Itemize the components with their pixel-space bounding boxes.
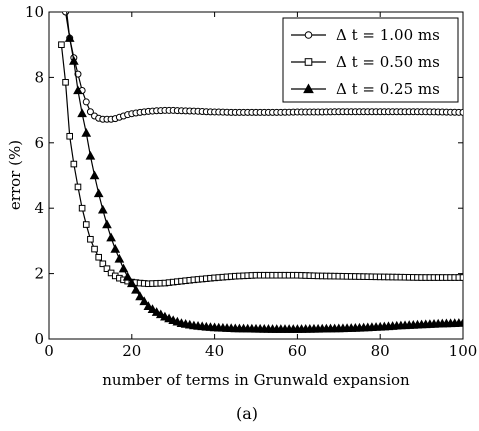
x-tick-label: 60 bbox=[288, 342, 307, 360]
series-marker-circle bbox=[82, 98, 90, 106]
axis-ticks: 0 20 40 60 80 100 0 2 4 6 8 10 bbox=[25, 3, 477, 360]
series-marker-triangle bbox=[147, 304, 158, 313]
series-marker-triangle bbox=[458, 317, 463, 327]
series-layer bbox=[58, 0, 463, 333]
legend-label: Δ t = 0.50 ms bbox=[336, 53, 440, 71]
legend-label: Δ t = 1.00 ms bbox=[336, 26, 440, 44]
series-marker-square bbox=[66, 132, 74, 140]
y-tick-label: 0 bbox=[34, 330, 44, 348]
x-tick-label: 80 bbox=[371, 342, 390, 360]
series-marker-square bbox=[82, 221, 90, 228]
x-axis-label: number of terms in Grunwald expansion bbox=[102, 371, 410, 389]
series-marker-square bbox=[304, 58, 313, 66]
x-tick-label: 0 bbox=[44, 342, 54, 360]
series-marker-square bbox=[87, 235, 94, 243]
figure-caption: (a) bbox=[236, 404, 258, 423]
series-marker-triangle bbox=[77, 108, 87, 118]
series-marker-square bbox=[99, 260, 107, 268]
series-marker-circle bbox=[459, 108, 463, 116]
series-marker-square bbox=[74, 183, 82, 191]
series-marker-triangle bbox=[89, 170, 100, 180]
series-marker-triangle bbox=[131, 284, 141, 294]
series-marker-triangle bbox=[64, 33, 75, 42]
series-marker-triangle bbox=[68, 56, 79, 65]
series-marker-triangle bbox=[102, 219, 112, 229]
series-marker-triangle bbox=[118, 263, 129, 273]
series-marker-triangle bbox=[126, 278, 137, 288]
series-marker-square bbox=[91, 245, 98, 253]
y-tick-label: 2 bbox=[34, 265, 44, 283]
series-marker-triangle bbox=[114, 253, 125, 263]
series-marker-triangle bbox=[143, 301, 154, 310]
series-marker-triangle bbox=[93, 188, 104, 198]
plot-frame bbox=[48, 11, 464, 340]
series-marker-square bbox=[70, 160, 78, 168]
y-tick-label: 6 bbox=[34, 134, 44, 152]
series-marker-circle bbox=[62, 12, 70, 16]
series-marker-triangle bbox=[85, 150, 96, 160]
series-marker-triangle bbox=[62, 0, 70, 5]
series-marker-square bbox=[459, 274, 463, 281]
series-marker-square bbox=[78, 204, 86, 212]
series-marker-triangle bbox=[106, 232, 116, 242]
series-marker-square bbox=[103, 265, 111, 272]
x-tick-label: 40 bbox=[205, 342, 224, 360]
series-circle bbox=[62, 12, 463, 123]
series-marker-square bbox=[95, 253, 102, 261]
series-marker-triangle bbox=[139, 296, 150, 306]
x-tick-label: 20 bbox=[122, 342, 141, 360]
y-tick-label: 10 bbox=[25, 3, 44, 21]
legend-label: Δ t = 0.25 ms bbox=[336, 80, 440, 98]
series-marker-triangle bbox=[135, 291, 145, 301]
series-marker-triangle bbox=[81, 127, 92, 137]
series-marker-square bbox=[58, 41, 65, 49]
series-marker-triangle bbox=[122, 271, 133, 281]
y-axis-label: error (%) bbox=[6, 140, 24, 210]
series-marker-circle bbox=[304, 31, 313, 39]
series-square bbox=[58, 41, 463, 288]
y-tick-label: 4 bbox=[34, 199, 44, 217]
series-marker-triangle bbox=[97, 204, 108, 214]
legend: Δ t = 1.00 ms Δ t = 0.50 ms Δ t = 0.25 ms bbox=[282, 17, 459, 103]
series-marker-square bbox=[62, 79, 69, 86]
series-marker-triangle bbox=[73, 85, 83, 95]
series-marker-triangle bbox=[110, 244, 121, 253]
y-tick-label: 8 bbox=[34, 68, 44, 86]
series-triangle bbox=[62, 0, 463, 333]
series-marker-circle bbox=[86, 108, 94, 116]
series-marker-triangle bbox=[303, 83, 314, 94]
x-tick-label: 100 bbox=[449, 342, 478, 360]
